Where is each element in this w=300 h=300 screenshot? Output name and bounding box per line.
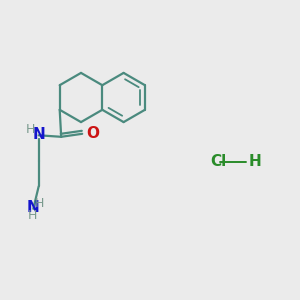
Text: H: H bbox=[26, 123, 35, 136]
Text: Cl: Cl bbox=[210, 154, 226, 169]
Text: H: H bbox=[28, 209, 38, 222]
Text: O: O bbox=[86, 126, 99, 141]
Text: H: H bbox=[35, 197, 45, 210]
Text: H: H bbox=[249, 154, 262, 169]
Text: N: N bbox=[27, 200, 40, 215]
Text: N: N bbox=[32, 127, 45, 142]
